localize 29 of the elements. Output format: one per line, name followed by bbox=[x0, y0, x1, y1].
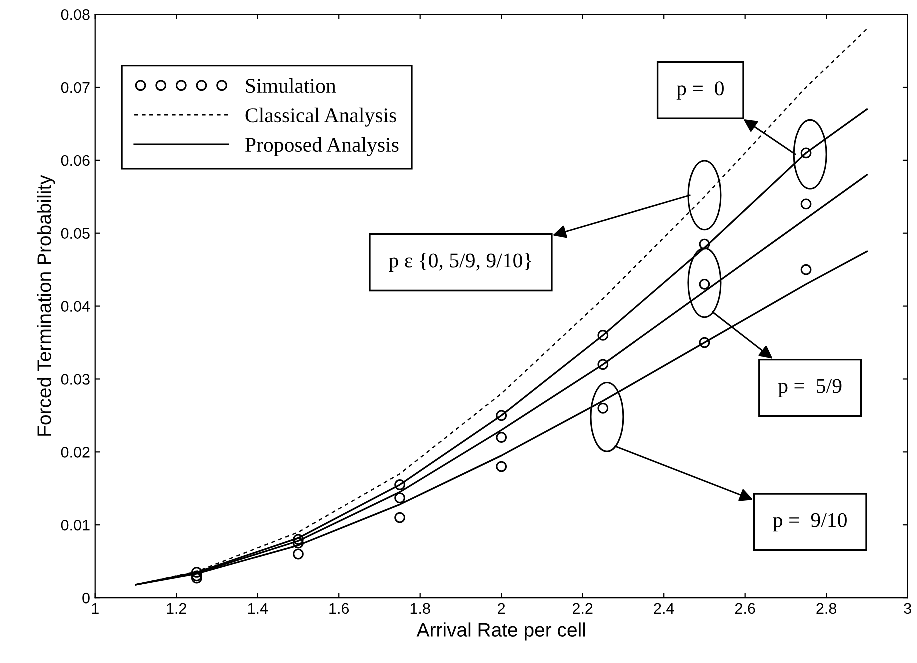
legend-label: Classical Analysis bbox=[246, 108, 396, 127]
x-axis-title: Arrival Rate per cell bbox=[416, 622, 586, 641]
y-tick-label: 0.08 bbox=[61, 9, 90, 20]
y-tick-label: 0.04 bbox=[61, 301, 90, 312]
legend-label: Proposed Analysis bbox=[246, 137, 399, 156]
x-tick-label: 1.6 bbox=[330, 603, 350, 614]
annotation: p = 0 bbox=[676, 82, 724, 100]
x-tick-label: 2.4 bbox=[654, 603, 674, 614]
x-tick-label: 3 bbox=[904, 603, 912, 614]
annotation: p = 5/9 bbox=[778, 379, 842, 398]
x-tick-label: 1 bbox=[92, 603, 99, 614]
y-tick-label: 0.06 bbox=[61, 155, 90, 166]
x-tick-label: 2.8 bbox=[816, 603, 837, 614]
legend-label: Simulation bbox=[246, 78, 336, 94]
x-tick-label: 1.8 bbox=[410, 603, 430, 614]
x-tick-label: 2.2 bbox=[572, 603, 593, 614]
y-tick-label: 0.07 bbox=[61, 82, 90, 94]
y-tick-label: 0.01 bbox=[61, 520, 90, 531]
y-tick-label: 0.05 bbox=[61, 228, 90, 240]
x-tick-label: 1.4 bbox=[248, 603, 268, 614]
y-axis-title: Forced Termination Probability bbox=[37, 175, 56, 436]
y-tick-label: 0 bbox=[82, 592, 90, 604]
x-tick-label: 2 bbox=[498, 603, 506, 614]
annotation: p ε {0, 5/9, 9/10} bbox=[389, 253, 532, 272]
y-tick-label: 0.03 bbox=[61, 374, 90, 385]
x-tick-label: 2.6 bbox=[735, 603, 756, 614]
x-tick-label: 1.2 bbox=[167, 603, 186, 614]
y-tick-label: 0.02 bbox=[61, 447, 90, 458]
annotation: p = 9/10 bbox=[773, 513, 847, 532]
